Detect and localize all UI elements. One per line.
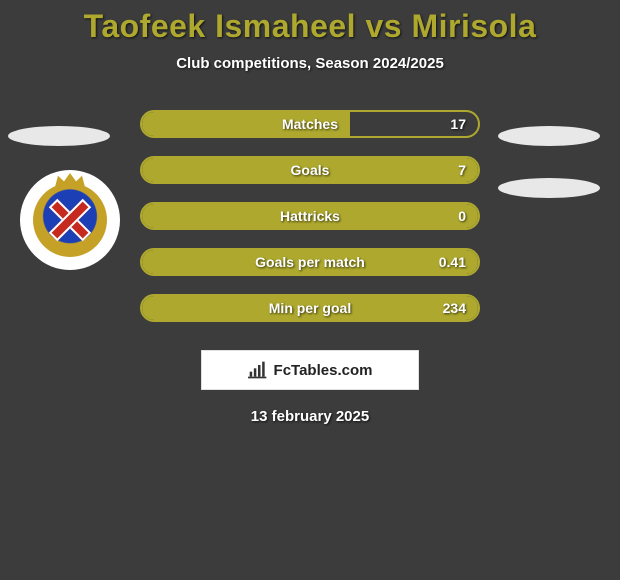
- stats-list: Matches 17 Goals 7 Hattricks 0 Goals per match…: [140, 110, 480, 322]
- stat-value: 17: [450, 116, 466, 132]
- subtitle: Club competitions, Season 2024/2025: [176, 55, 444, 72]
- stat-row: Matches 17: [140, 110, 480, 138]
- chart-icon: [248, 361, 268, 379]
- stat-row: Hattricks 0: [140, 202, 480, 230]
- stat-value: 0.41: [439, 254, 466, 270]
- stat-value: 0: [458, 208, 466, 224]
- placeholder-ellipse: [498, 126, 600, 146]
- stat-value: 234: [443, 300, 466, 316]
- stat-label: Goals: [291, 162, 330, 178]
- stat-label: Matches: [282, 116, 338, 132]
- stat-row: Goals per match 0.41: [140, 248, 480, 276]
- credit-box[interactable]: FcTables.com: [201, 350, 419, 390]
- stat-row: Goals 7: [140, 156, 480, 184]
- stat-label: Hattricks: [280, 208, 340, 224]
- crown-icon: [55, 173, 85, 187]
- stat-row: Min per goal 234: [140, 294, 480, 322]
- club-badge-inner: [33, 183, 107, 257]
- credit-text: FcTables.com: [274, 362, 373, 379]
- date-text: 13 february 2025: [251, 408, 369, 425]
- stat-label: Goals per match: [255, 254, 365, 270]
- cross-icon: [48, 198, 92, 242]
- page-title: Taofeek Ismaheel vs Mirisola: [84, 8, 537, 45]
- stat-value: 7: [458, 162, 466, 178]
- stat-label: Min per goal: [269, 300, 351, 316]
- placeholder-ellipse: [8, 126, 110, 146]
- club-badge-left: [20, 170, 120, 270]
- placeholder-ellipse: [498, 178, 600, 198]
